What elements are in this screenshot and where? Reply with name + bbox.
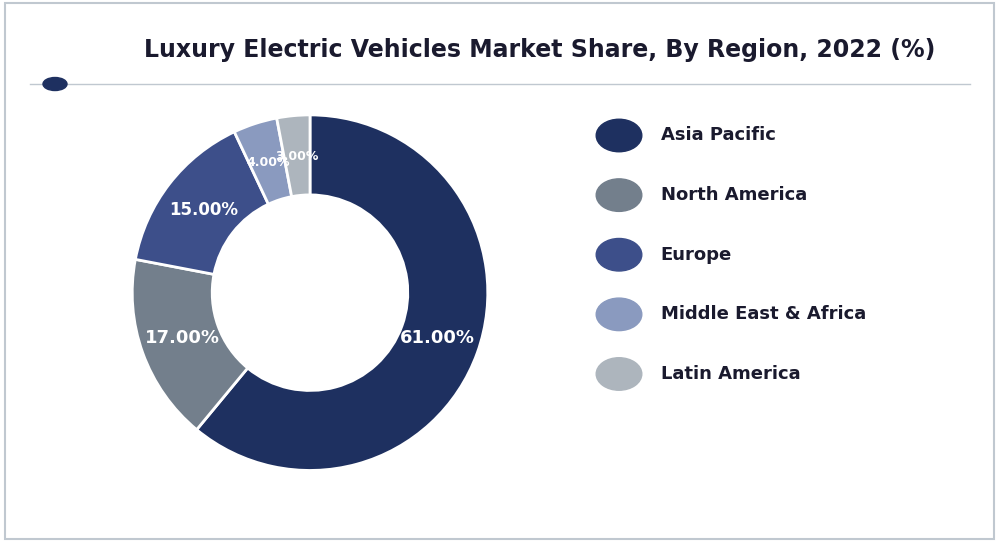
Circle shape — [596, 358, 642, 390]
Circle shape — [596, 298, 642, 331]
Wedge shape — [197, 115, 488, 470]
Circle shape — [596, 179, 642, 211]
Text: 61.00%: 61.00% — [400, 330, 475, 347]
Wedge shape — [234, 118, 292, 204]
Text: 4.00%: 4.00% — [246, 156, 289, 169]
Text: 3.00%: 3.00% — [275, 150, 319, 163]
Text: Luxury Electric Vehicles Market Share, By Region, 2022 (%): Luxury Electric Vehicles Market Share, B… — [144, 38, 936, 62]
Wedge shape — [132, 260, 248, 430]
Text: 17.00%: 17.00% — [145, 330, 220, 347]
Wedge shape — [135, 132, 268, 274]
Text: PRECEDENCE: PRECEDENCE — [27, 44, 88, 53]
Text: North America: North America — [661, 186, 807, 204]
Text: Latin America: Latin America — [661, 365, 800, 383]
Text: RESEARCH: RESEARCH — [33, 70, 82, 79]
Text: Middle East & Africa: Middle East & Africa — [661, 305, 866, 324]
Circle shape — [596, 238, 642, 271]
Wedge shape — [277, 115, 310, 197]
Circle shape — [596, 119, 642, 152]
Text: Asia Pacific: Asia Pacific — [661, 126, 776, 145]
Text: 15.00%: 15.00% — [169, 201, 238, 219]
Text: Europe: Europe — [661, 246, 732, 264]
